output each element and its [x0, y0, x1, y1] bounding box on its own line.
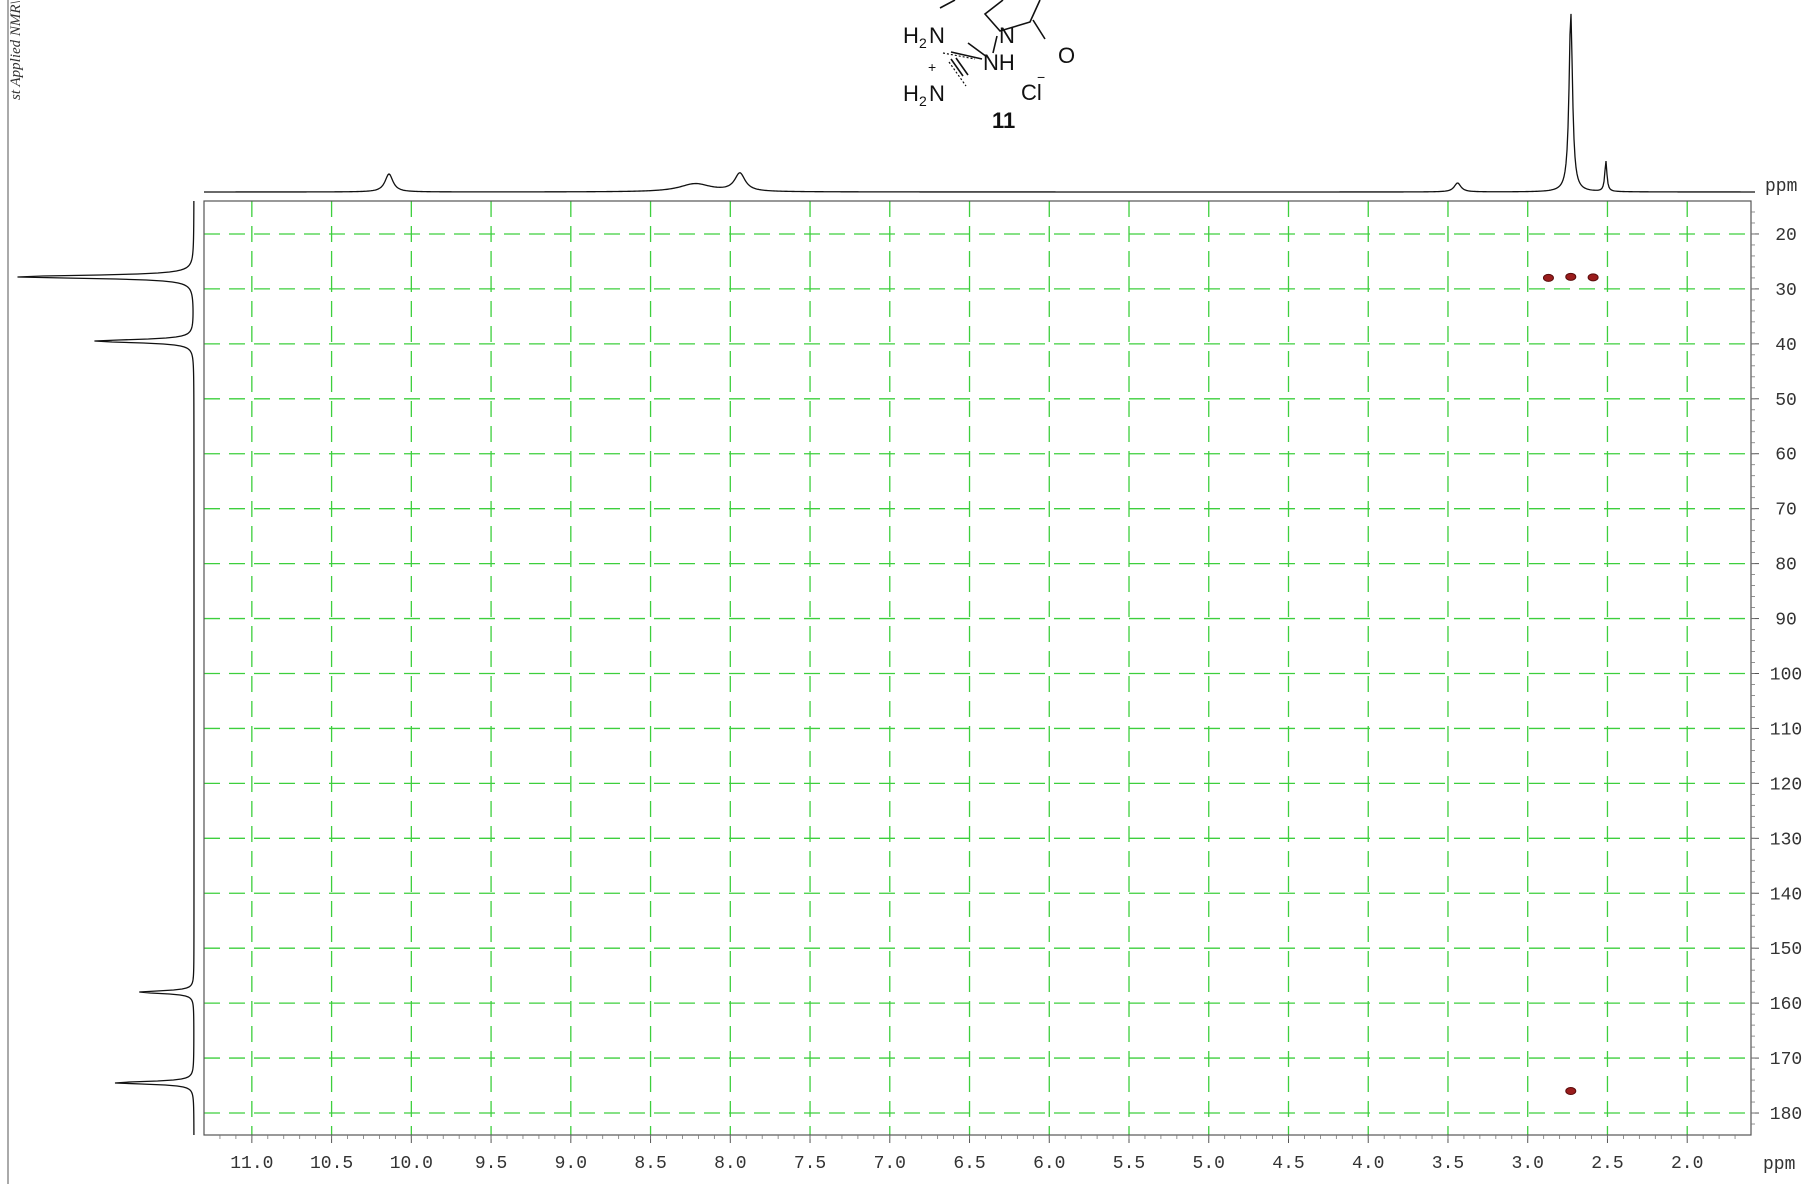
plot-frame	[203, 200, 1752, 1136]
x-tick-label: 3.5	[1432, 1154, 1464, 1174]
x-tick-label: 9.5	[475, 1154, 507, 1174]
left-projection-trace	[17, 200, 195, 1135]
y-tick-label: 80	[1775, 556, 1797, 576]
y-axis-ticks: 20 30 40 50 60 70 80 90 100 110 120 130 140 150 160 170…	[1751, 211, 1802, 1125]
atom-n-top: N	[929, 23, 945, 48]
atom-h-top: H	[903, 23, 919, 48]
grid-lines	[204, 201, 1751, 1135]
x-axis-unit: ppm	[1763, 1155, 1795, 1175]
y-tick-label: 20	[1775, 226, 1797, 246]
x-tick-label: 9.0	[555, 1154, 587, 1174]
x-tick-label: 4.5	[1272, 1154, 1304, 1174]
x-tick-label: 8.0	[714, 1154, 746, 1174]
y-tick-label: 100	[1770, 665, 1802, 685]
y-tick-label: 110	[1770, 720, 1802, 740]
x-tick-label: 5.0	[1193, 1154, 1225, 1174]
y-tick-label: 170	[1770, 1050, 1802, 1070]
y-tick-label: 120	[1770, 775, 1802, 795]
y-tick-label: 50	[1775, 391, 1797, 411]
y-tick-label: 150	[1770, 940, 1802, 960]
atom-sub-2-top: 2	[919, 35, 927, 51]
x-tick-label: 8.5	[634, 1154, 666, 1174]
x-tick-label: 6.5	[953, 1154, 985, 1174]
x-tick-label: 2.5	[1591, 1154, 1623, 1174]
x-tick-label: 10.0	[390, 1154, 433, 1174]
y-tick-label: 90	[1775, 611, 1797, 631]
structure-bonds	[939, 0, 1046, 77]
y-tick-label: 130	[1770, 830, 1802, 850]
x-axis-ticks: 11.0 10.5 10.0 9.5 9.0 8.5 8.0 7.5 7.0 6.5 6.0 5.5 5…	[219, 1135, 1736, 1174]
atom-o: O	[1058, 43, 1075, 68]
cross-peak	[1542, 273, 1554, 282]
charge-minus: −	[1037, 69, 1045, 85]
atom-sub-2-bottom: 2	[919, 93, 927, 109]
y-tick-label: 180	[1770, 1105, 1802, 1125]
y-tick-label: 30	[1775, 281, 1797, 301]
y-tick-label: 140	[1770, 885, 1802, 905]
y-tick-label: 70	[1775, 501, 1797, 521]
atom-nh: NH	[983, 50, 1015, 75]
top-projection-trace	[204, 13, 1755, 193]
x-tick-label: 6.0	[1033, 1154, 1065, 1174]
atom-h-bottom: H	[903, 81, 919, 106]
top-projection	[204, 13, 1755, 193]
x-tick-label: 7.5	[794, 1154, 826, 1174]
cross-peaks	[1542, 272, 1599, 1096]
x-tick-label: 11.0	[230, 1154, 273, 1174]
charge-plus: +	[928, 59, 936, 75]
atom-n-ring: N	[999, 23, 1015, 48]
x-tick-label: 3.0	[1512, 1154, 1544, 1174]
x-tick-label: 4.0	[1352, 1154, 1384, 1174]
x-tick-label: 10.5	[310, 1154, 353, 1174]
compound-number: 11	[992, 108, 1015, 133]
structure-dashed-bonds	[942, 52, 976, 87]
x-tick-label: 5.5	[1113, 1154, 1145, 1174]
cross-peak	[1587, 273, 1599, 282]
side-caption: st Applied NMR\	[8, 0, 24, 100]
atom-n-bottom: N	[929, 81, 945, 106]
left-projection	[17, 200, 195, 1135]
y-tick-label: 160	[1770, 995, 1802, 1015]
atom-cl: Cl	[1021, 80, 1042, 105]
x-tick-label: 7.0	[874, 1154, 906, 1174]
x-tick-label: 2.0	[1671, 1154, 1703, 1174]
side-caption-text: st Applied NMR\	[8, 0, 24, 100]
y-axis-unit: ppm	[1765, 177, 1797, 197]
cross-peak	[1565, 1087, 1577, 1096]
y-tick-label: 40	[1775, 336, 1797, 356]
y-tick-label: 60	[1775, 446, 1797, 466]
chemical-structure: H 2 N H 2 N N NH O Cl + − 11	[903, 0, 1075, 133]
cross-peak	[1565, 272, 1577, 281]
